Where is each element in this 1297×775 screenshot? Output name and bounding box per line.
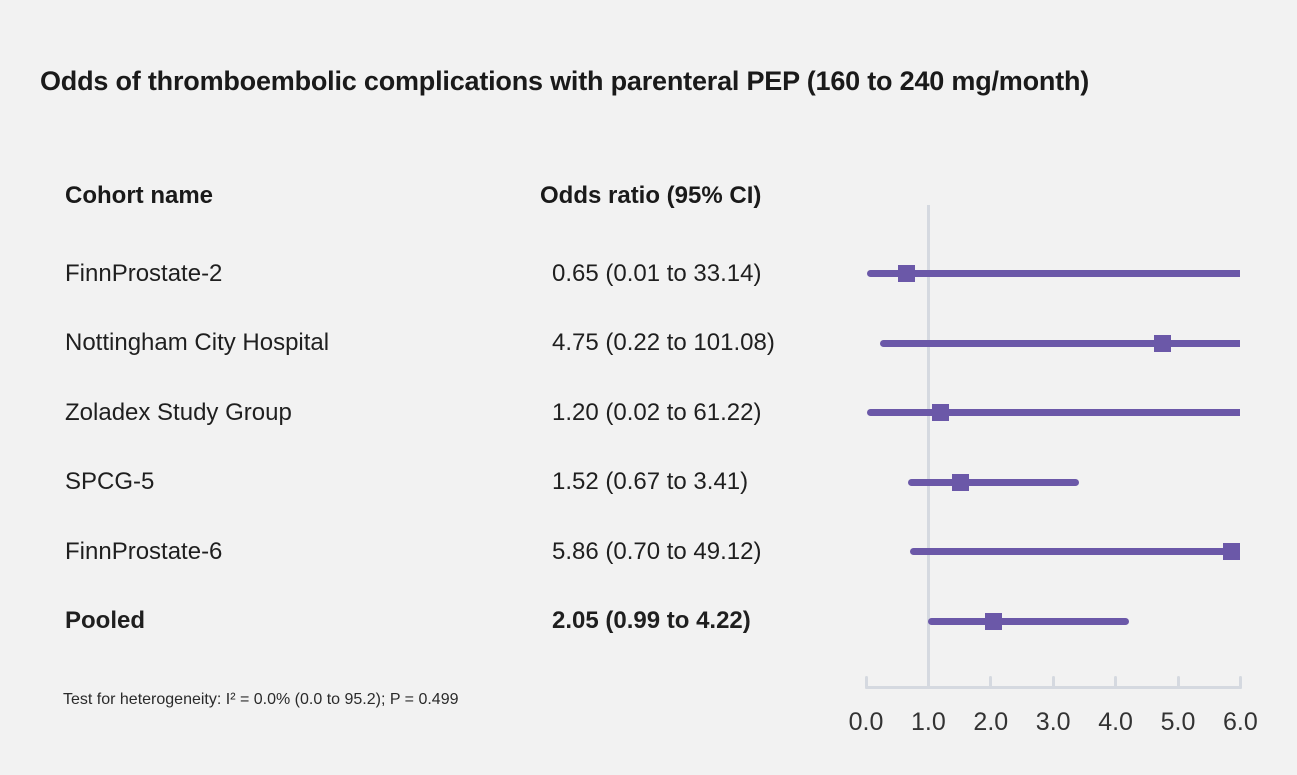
- point-estimate-marker: [952, 473, 970, 491]
- odds-ratio-value: 1.20 (0.02 to 61.22): [552, 398, 762, 426]
- column-header-cohort-name: Cohort name: [65, 182, 214, 209]
- point-estimate-marker: [898, 265, 916, 282]
- pooled-estimate-marker: [985, 612, 1003, 630]
- x-axis-tick: [1176, 676, 1180, 689]
- confidence-interval-line: [927, 617, 1130, 625]
- reference-line: [926, 205, 930, 689]
- x-axis-tick: [1051, 676, 1055, 689]
- confidence-interval-line: [866, 270, 1241, 277]
- x-axis-tick-label: 2.0: [973, 708, 1009, 736]
- odds-ratio-value: 5.86 (0.70 to 49.12): [552, 537, 762, 565]
- x-axis-tick: [1238, 676, 1242, 689]
- cohort-name: FinnProstate-6: [65, 537, 223, 565]
- odds-ratio-value: 0.65 (0.01 to 33.14): [552, 259, 762, 287]
- confidence-interval-line: [907, 478, 1079, 486]
- x-axis-tick-label: 1.0: [911, 708, 946, 736]
- point-estimate-marker: [1223, 543, 1241, 560]
- odds-ratio-value: 4.75 (0.22 to 101.08): [552, 329, 775, 356]
- confidence-interval-line: [879, 339, 1241, 347]
- x-axis-tick: [864, 676, 868, 689]
- confidence-interval-line: [867, 409, 1241, 416]
- x-axis-tick-label: 5.0: [1160, 708, 1196, 736]
- x-axis-tick: [989, 676, 993, 689]
- column-header-odds-ratio: Odds ratio (95% CI): [540, 182, 762, 209]
- confidence-interval-line: [909, 548, 1241, 555]
- cohort-name: Pooled: [65, 607, 146, 634]
- x-axis-tick-label: 0.0: [848, 708, 884, 736]
- x-axis-tick: [926, 676, 930, 689]
- cohort-name: Nottingham City Hospital: [65, 329, 330, 356]
- point-estimate-marker: [932, 404, 950, 421]
- point-estimate-marker: [1153, 334, 1171, 352]
- cohort-name: FinnProstate-2: [65, 259, 223, 287]
- odds-ratio-value: 2.05 (0.99 to 4.22): [552, 607, 751, 634]
- heterogeneity-footnote: Test for heterogeneity: I² = 0.0% (0.0 t…: [63, 691, 459, 708]
- figure-title: Odds of thromboembolic complications wit…: [40, 66, 1090, 96]
- cohort-name: Zoladex Study Group: [65, 398, 292, 426]
- cohort-name: SPCG-5: [65, 468, 155, 495]
- x-axis-tick-label: 3.0: [1035, 708, 1071, 736]
- odds-ratio-value: 1.52 (0.67 to 3.41): [552, 468, 749, 495]
- x-axis-tick-label: 6.0: [1223, 708, 1258, 736]
- x-axis-tick: [1114, 676, 1118, 689]
- x-axis-tick-label: 4.0: [1098, 708, 1133, 736]
